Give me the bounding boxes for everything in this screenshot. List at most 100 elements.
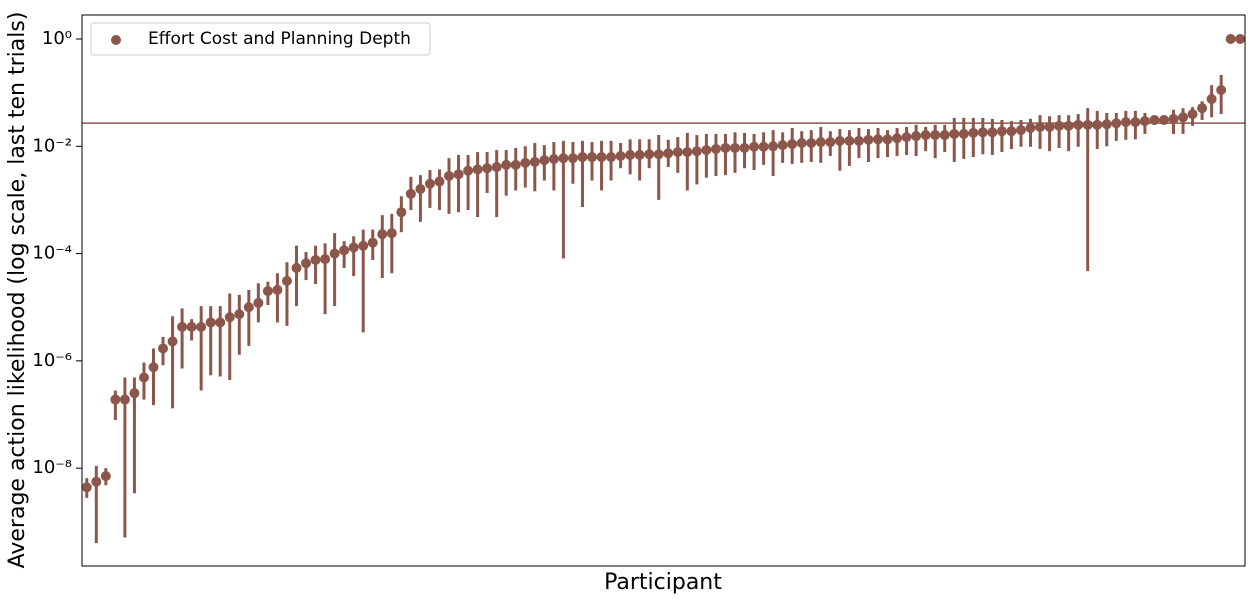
point: [806, 138, 817, 149]
point: [215, 317, 226, 328]
point: [1025, 123, 1036, 134]
legend-box: [90, 22, 431, 56]
point: [1073, 119, 1084, 130]
point: [892, 133, 903, 144]
point: [301, 258, 312, 269]
point: [415, 183, 426, 194]
point: [672, 147, 683, 158]
point: [348, 242, 359, 253]
point: [1035, 121, 1046, 132]
point: [1101, 119, 1112, 130]
point: [186, 321, 197, 332]
point: [901, 132, 912, 143]
point: [606, 152, 617, 163]
point: [424, 178, 435, 189]
point: [291, 262, 302, 273]
legend-marker: [111, 35, 121, 45]
point: [1015, 125, 1026, 136]
point: [710, 143, 721, 154]
point: [358, 240, 369, 251]
point: [911, 131, 922, 142]
point: [1235, 33, 1246, 44]
point: [1158, 114, 1169, 125]
point: [177, 321, 188, 332]
point: [138, 372, 149, 383]
point: [320, 254, 331, 265]
point: [567, 153, 578, 164]
point: [796, 138, 807, 149]
point: [1216, 84, 1227, 95]
point: [548, 153, 559, 164]
point: [663, 148, 674, 159]
y-tick-label: 10⁻²: [32, 135, 72, 156]
y-axis-label: Average action likelihood (log scale, la…: [5, 12, 30, 569]
point: [81, 482, 92, 493]
point: [1063, 120, 1074, 131]
point: [815, 137, 826, 148]
point: [310, 254, 321, 265]
point: [758, 141, 769, 152]
point: [920, 130, 931, 141]
point: [987, 127, 998, 138]
point: [853, 135, 864, 146]
point: [491, 162, 502, 173]
point: [129, 388, 140, 399]
point: [587, 152, 598, 163]
point: [329, 248, 340, 259]
point: [472, 164, 483, 175]
point: [863, 134, 874, 145]
point: [1187, 109, 1198, 120]
point: [1178, 112, 1189, 123]
point: [1111, 118, 1122, 129]
point: [653, 149, 664, 160]
point: [167, 336, 178, 347]
point: [1120, 117, 1131, 128]
point: [281, 275, 292, 286]
point: [1130, 117, 1141, 128]
y-tick-label: 10⁻⁸: [32, 457, 72, 478]
point: [119, 394, 130, 405]
point: [691, 146, 702, 157]
point: [968, 127, 979, 138]
point: [253, 297, 264, 308]
point: [110, 394, 121, 405]
point: [1044, 121, 1055, 132]
point: [1168, 113, 1179, 124]
point: [529, 156, 540, 167]
point: [882, 134, 893, 145]
point: [958, 128, 969, 139]
point: [615, 150, 626, 161]
point: [367, 237, 378, 248]
point: [91, 476, 102, 487]
point: [701, 145, 712, 156]
point: [262, 286, 273, 297]
point: [1149, 114, 1160, 125]
point: [224, 312, 235, 323]
point: [682, 147, 693, 158]
point: [1054, 120, 1065, 131]
point: [520, 157, 531, 168]
point: [825, 137, 836, 148]
point: [844, 135, 855, 146]
point: [158, 343, 169, 354]
point: [396, 207, 407, 218]
point: [634, 149, 645, 160]
point: [501, 159, 512, 170]
point: [729, 142, 740, 153]
point: [749, 141, 760, 152]
legend-label: Effort Cost and Planning Depth: [148, 29, 411, 49]
point: [377, 229, 388, 240]
point: [444, 170, 455, 181]
point: [272, 284, 283, 295]
point: [787, 139, 798, 150]
point: [834, 135, 845, 146]
point: [234, 309, 245, 320]
point: [386, 228, 397, 239]
point: [577, 152, 588, 163]
point: [1197, 103, 1208, 114]
point: [405, 188, 416, 199]
y-tick-label: 10⁰: [42, 28, 72, 49]
point: [339, 245, 350, 256]
